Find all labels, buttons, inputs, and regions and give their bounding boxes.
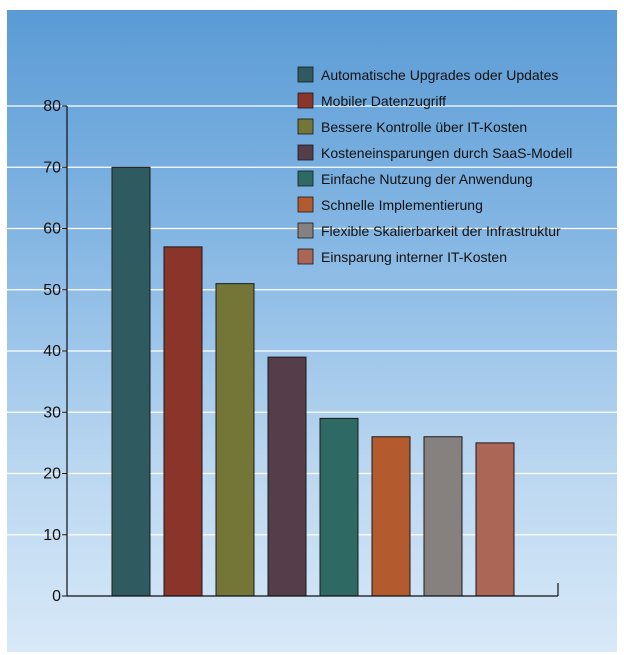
y-tick-label-60: 60 (43, 221, 61, 238)
y-tick-label-0: 0 (52, 588, 61, 605)
bars-group (111, 166, 515, 597)
legend-label-5: Einfache Nutzung der Anwendung (321, 171, 533, 187)
bar-4 (267, 356, 307, 597)
legend-swatch-4 (297, 144, 314, 161)
legend-swatch-3 (297, 118, 314, 135)
y-tick-label-80: 80 (43, 98, 61, 115)
y-tick-label-40: 40 (43, 343, 61, 360)
bar-chart: 0 10 20 30 40 50 60 70 80 Automatische Upgrades … (7, 66, 617, 605)
bar-1 (111, 166, 151, 597)
legend-swatch-5 (297, 170, 314, 187)
y-tick-label-50: 50 (43, 282, 61, 299)
y-tick-label-30: 30 (43, 404, 61, 421)
legend-swatch-8 (297, 248, 314, 265)
legend-swatch-2 (297, 92, 314, 109)
bar-2 (163, 246, 203, 597)
bar-6 (371, 436, 411, 597)
y-axis-ticks: 0 10 20 30 40 50 60 70 80 (43, 98, 67, 605)
legend-swatch-1 (297, 66, 314, 83)
bar-8 (475, 442, 515, 597)
y-tick-label-10: 10 (43, 527, 61, 544)
legend-label-8: Einsparung interner IT-Kosten (321, 249, 507, 265)
legend: Automatische Upgrades oder Updates Mobile… (297, 66, 572, 265)
legend-swatch-6 (297, 196, 314, 213)
legend-label-4: Kosteneinsparungen durch SaaS-Modell (321, 145, 572, 161)
y-tick-label-20: 20 (43, 466, 61, 483)
legend-label-7: Flexible Skalierbarkeit der Infrastruktu… (321, 223, 561, 239)
bar-7 (423, 436, 463, 597)
legend-label-1: Automatische Upgrades oder Updates (321, 67, 558, 83)
y-tick-label-70: 70 (43, 159, 61, 176)
legend-label-2: Mobiler Datenzugriff (321, 93, 446, 109)
bar-5 (319, 417, 359, 597)
legend-label-3: Bessere Kontrolle über IT-Kosten (321, 119, 527, 135)
bar-3 (215, 283, 255, 597)
chart-frame: 0 10 20 30 40 50 60 70 80 Automatische Upgrades … (7, 10, 617, 652)
legend-label-6: Schnelle Implementierung (321, 197, 483, 213)
legend-swatch-7 (297, 222, 314, 239)
